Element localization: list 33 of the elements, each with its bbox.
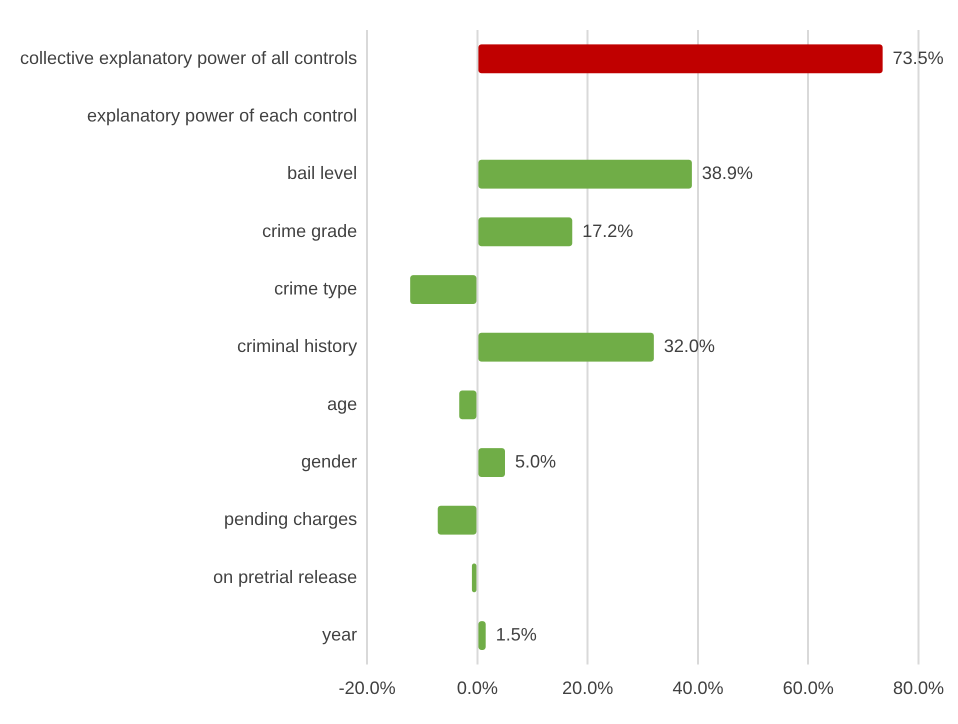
data-label: 32.0% <box>664 336 715 356</box>
data-label: 5.0% <box>514 452 556 472</box>
bar <box>410 275 476 304</box>
y-tick-label: criminal history <box>237 336 358 356</box>
y-tick-label: on pretrial release <box>213 566 358 587</box>
x-tick-label: 20.0% <box>562 678 614 698</box>
y-tick-label: year <box>322 624 358 645</box>
bar <box>478 217 572 246</box>
bar <box>478 448 505 477</box>
bar <box>478 332 654 362</box>
y-tick-label: bail level <box>287 163 358 184</box>
y-tick-label: pending charges <box>224 509 358 530</box>
x-tick-label: 40.0% <box>672 678 724 698</box>
y-tick-label: explanatory power of each control <box>86 105 358 126</box>
bar <box>472 563 476 592</box>
y-tick-label: crime type <box>274 278 358 298</box>
y-tick-label: gender <box>301 452 358 472</box>
bar <box>438 506 476 535</box>
bar <box>478 44 883 74</box>
bar <box>459 390 476 420</box>
data-label: 73.5% <box>892 48 944 68</box>
data-label: 1.5% <box>496 624 537 645</box>
bar <box>478 621 486 650</box>
x-tick-label: 60.0% <box>782 678 834 698</box>
x-tick-label: 0.0% <box>456 678 498 698</box>
bar <box>478 160 692 189</box>
x-tick-label: 80.0% <box>892 678 944 698</box>
y-tick-label: crime grade <box>262 220 358 241</box>
data-label: 17.2% <box>582 220 634 241</box>
y-tick-label: collective explanatory power of all controls <box>20 48 358 68</box>
y-tick-label: age <box>327 394 358 414</box>
x-tick-label: -20.0% <box>338 678 396 698</box>
data-label: 38.9% <box>702 163 753 184</box>
